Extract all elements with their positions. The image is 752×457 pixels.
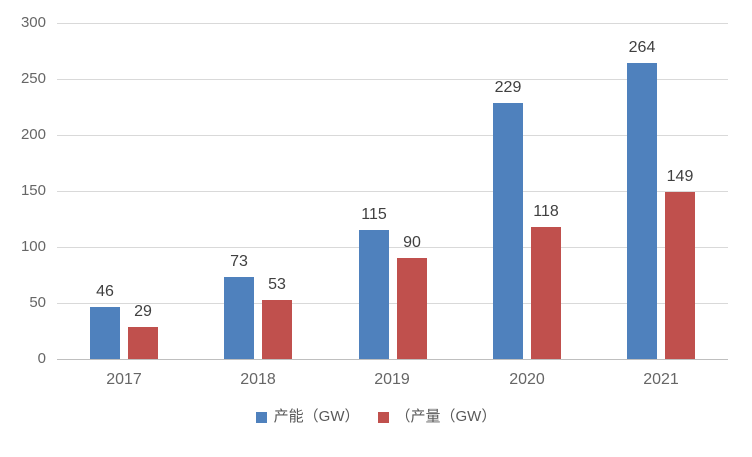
legend-swatch-icon (255, 411, 267, 423)
legend-label: 产能（GW） (273, 408, 360, 425)
bar-series-0-2018 (224, 277, 254, 359)
legend-label: （产量（GW） (395, 408, 497, 425)
y-axis-tick-label: 150 (20, 182, 46, 199)
bar-value-label: 229 (494, 79, 522, 96)
y-axis-tick-label: 50 (29, 294, 46, 311)
x-axis-line (57, 359, 728, 360)
bar-value-label: 118 (533, 203, 559, 220)
legend-item-0: 产能（GW） (255, 408, 360, 426)
bar-value-label: 53 (268, 276, 286, 293)
y-axis-tick-label: 100 (20, 238, 46, 255)
bar-value-label: 90 (403, 234, 421, 251)
gridline (57, 191, 728, 192)
legend-swatch-icon (377, 411, 389, 423)
bar-series-0-2020 (493, 103, 523, 359)
y-axis-tick-label: 300 (20, 14, 46, 31)
bar-value-label: 29 (134, 303, 152, 320)
bar-series-0-2021 (627, 63, 657, 359)
y-axis-tick-label: 250 (20, 70, 46, 87)
gridline (57, 135, 728, 136)
bar-series-0-2017 (90, 307, 120, 359)
x-axis-label: 2017 (106, 371, 142, 388)
x-axis-label: 2021 (643, 371, 679, 388)
x-axis-label: 2019 (374, 371, 410, 388)
gridline (57, 303, 728, 304)
bar-value-label: 149 (666, 168, 694, 185)
gridline (57, 247, 728, 248)
bar-series-0-2019 (359, 230, 389, 359)
y-axis-tick-label: 0 (37, 350, 46, 367)
legend: 产能（GW） （产量（GW） (0, 408, 752, 426)
bar-value-label: 264 (628, 39, 656, 56)
bar-value-label: 115 (361, 206, 387, 223)
bar-series-1-2021 (665, 192, 695, 359)
bar-value-label: 46 (96, 283, 114, 300)
bar-value-label: 73 (230, 253, 248, 270)
y-axis-tick-label: 200 (20, 126, 46, 143)
gridline (57, 79, 728, 80)
bar-series-1-2017 (128, 327, 158, 359)
plot-area (57, 23, 728, 360)
x-axis-label: 2020 (509, 371, 545, 388)
gridline (57, 23, 728, 24)
bar-series-1-2020 (531, 227, 561, 359)
legend-item-1: （产量（GW） (377, 408, 497, 426)
bar-series-1-2018 (262, 300, 292, 359)
x-axis-label: 2018 (240, 371, 276, 388)
bar-series-1-2019 (397, 258, 427, 359)
